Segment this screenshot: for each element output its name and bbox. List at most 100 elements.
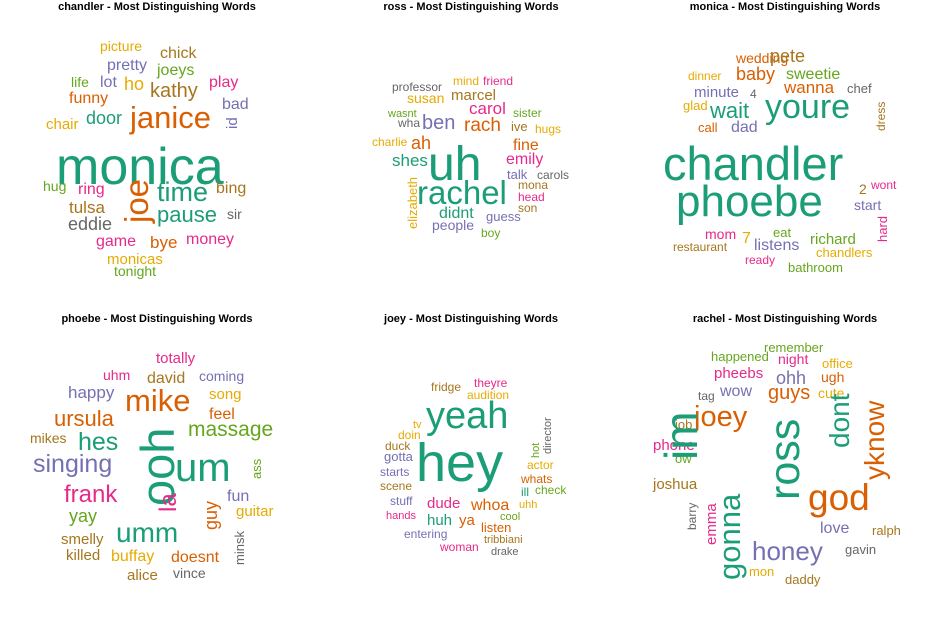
word-doin: doin bbox=[398, 428, 421, 442]
word-smelly: smelly bbox=[61, 531, 104, 548]
word-doesnt: doesnt bbox=[171, 549, 220, 566]
word-chandler: chandler bbox=[663, 137, 843, 190]
chart-title: ross - Most Distinguishing Words bbox=[383, 1, 559, 13]
word-susan: susan bbox=[407, 90, 444, 106]
word-mike: mike bbox=[125, 383, 190, 418]
word-cute: cute bbox=[818, 385, 845, 401]
word-happened: happened bbox=[711, 349, 769, 364]
chart-title: joey - Most Distinguishing Words bbox=[384, 313, 558, 325]
word-fridge: fridge bbox=[431, 380, 461, 394]
word-wow: wow bbox=[719, 383, 752, 400]
word-ursula: ursula bbox=[54, 406, 115, 431]
word-david: david bbox=[147, 370, 185, 387]
word-2: 2 bbox=[859, 181, 867, 197]
word-life: life bbox=[71, 74, 89, 90]
chart-title: chandler - Most Distinguishing Words bbox=[58, 1, 256, 13]
word-whoa: whoa bbox=[470, 497, 509, 514]
word-sister: sister bbox=[513, 106, 542, 120]
word-door: door bbox=[86, 108, 122, 128]
word-bathroom: bathroom bbox=[788, 260, 843, 275]
word-gotta: gotta bbox=[384, 449, 414, 464]
word-mind: mind bbox=[453, 74, 479, 88]
word-pete: pete bbox=[770, 46, 805, 66]
word-honey: honey bbox=[752, 536, 823, 566]
word-professor: professor bbox=[392, 80, 442, 94]
word-actor: actor bbox=[527, 458, 554, 472]
word-phoebe: phoebe bbox=[676, 177, 823, 226]
word-restaurant: restaurant bbox=[673, 240, 728, 254]
word-remember: remember bbox=[764, 340, 824, 355]
word-uh: uh bbox=[428, 138, 481, 191]
word-elizabeth: elizabeth bbox=[405, 177, 420, 229]
word-massage: massage bbox=[188, 418, 273, 441]
word-ass: ass bbox=[249, 458, 264, 479]
word-hot: hot bbox=[530, 443, 542, 458]
word-tribbiani: tribbiani bbox=[484, 534, 523, 546]
word-hard: hard bbox=[875, 216, 890, 242]
word-starts: starts bbox=[380, 465, 409, 479]
word-head: head bbox=[518, 190, 545, 204]
chart-title: rachel - Most Distinguishing Words bbox=[692, 313, 878, 325]
word-mom: mom bbox=[705, 226, 736, 242]
word-night: night bbox=[778, 351, 808, 367]
word-lot: lot bbox=[100, 74, 117, 91]
word-guy: guy bbox=[201, 501, 221, 530]
word-call: call bbox=[698, 120, 718, 135]
word-umm: umm bbox=[116, 517, 178, 548]
word-carols: carols bbox=[537, 168, 569, 182]
word-time: time bbox=[157, 177, 208, 207]
wordcloud-panel-rachel: rachel - Most Distinguishing Words remem… bbox=[628, 312, 942, 623]
word-minsk: minsk bbox=[232, 531, 247, 565]
word-scene: scene bbox=[380, 479, 412, 493]
word-whats: whats bbox=[520, 472, 552, 486]
word-woman: woman bbox=[439, 540, 479, 554]
word-eat: eat bbox=[773, 225, 791, 240]
wordcloud-panel-phoebe: phoebe - Most Distinguishing Words total… bbox=[0, 312, 314, 623]
word-dont: dont bbox=[824, 393, 855, 448]
word-job: job bbox=[674, 417, 692, 432]
word-sweetie: sweetie bbox=[786, 66, 840, 83]
word-mon: mon bbox=[749, 564, 774, 579]
word-7: 7 bbox=[742, 230, 751, 247]
word-kathy: kathy bbox=[150, 80, 198, 102]
word-ow: ow bbox=[675, 451, 692, 466]
word-rachel: rachel bbox=[417, 174, 507, 211]
word-coming: coming bbox=[199, 368, 244, 384]
wordcloud: remember happened night office pheebs ohh ugh t… bbox=[628, 312, 942, 623]
word-um: um bbox=[175, 446, 231, 490]
word-joe: joe bbox=[118, 179, 155, 224]
word-audition: audition bbox=[467, 388, 509, 402]
word-yeah: yeah bbox=[426, 395, 508, 437]
chart-title: monica - Most Distinguishing Words bbox=[689, 1, 881, 13]
word-richard: richard bbox=[810, 231, 856, 248]
word-ready: ready bbox=[745, 253, 775, 267]
word-baby: baby bbox=[736, 64, 775, 84]
word-la: la bbox=[155, 493, 182, 512]
word-ill: ill bbox=[521, 485, 529, 499]
wordcloud: wedding pete sweetie dinner baby wanna chef min… bbox=[628, 0, 942, 311]
word-game: game bbox=[96, 233, 136, 250]
word-hugs: hugs bbox=[535, 122, 561, 136]
word-shes: shes bbox=[392, 151, 428, 170]
word-picture: picture bbox=[100, 38, 142, 54]
word-killed: killed bbox=[66, 547, 100, 564]
word-talk: talk bbox=[507, 167, 528, 182]
word-yay: yay bbox=[69, 506, 97, 526]
wordcloud-panel-chandler: chandler - Most Distinguishing Words pic… bbox=[0, 0, 314, 311]
word-guitar: guitar bbox=[236, 503, 274, 520]
word-funny: funny bbox=[69, 90, 108, 107]
word-ross: ross bbox=[761, 419, 809, 500]
word-monica: monica bbox=[56, 138, 224, 196]
wordcloud-panel-ross: ross - Most Distinguishing Words mind fri… bbox=[314, 0, 628, 311]
word-alice: alice bbox=[127, 567, 158, 584]
word-joeys: joeys bbox=[156, 62, 194, 79]
word-mona: mona bbox=[518, 178, 548, 192]
word-joey: joey bbox=[693, 401, 748, 433]
word-glad: glad bbox=[683, 98, 708, 113]
word-money: money bbox=[186, 231, 234, 248]
word-frank: frank bbox=[64, 481, 118, 508]
word-tv: tv bbox=[413, 419, 422, 431]
